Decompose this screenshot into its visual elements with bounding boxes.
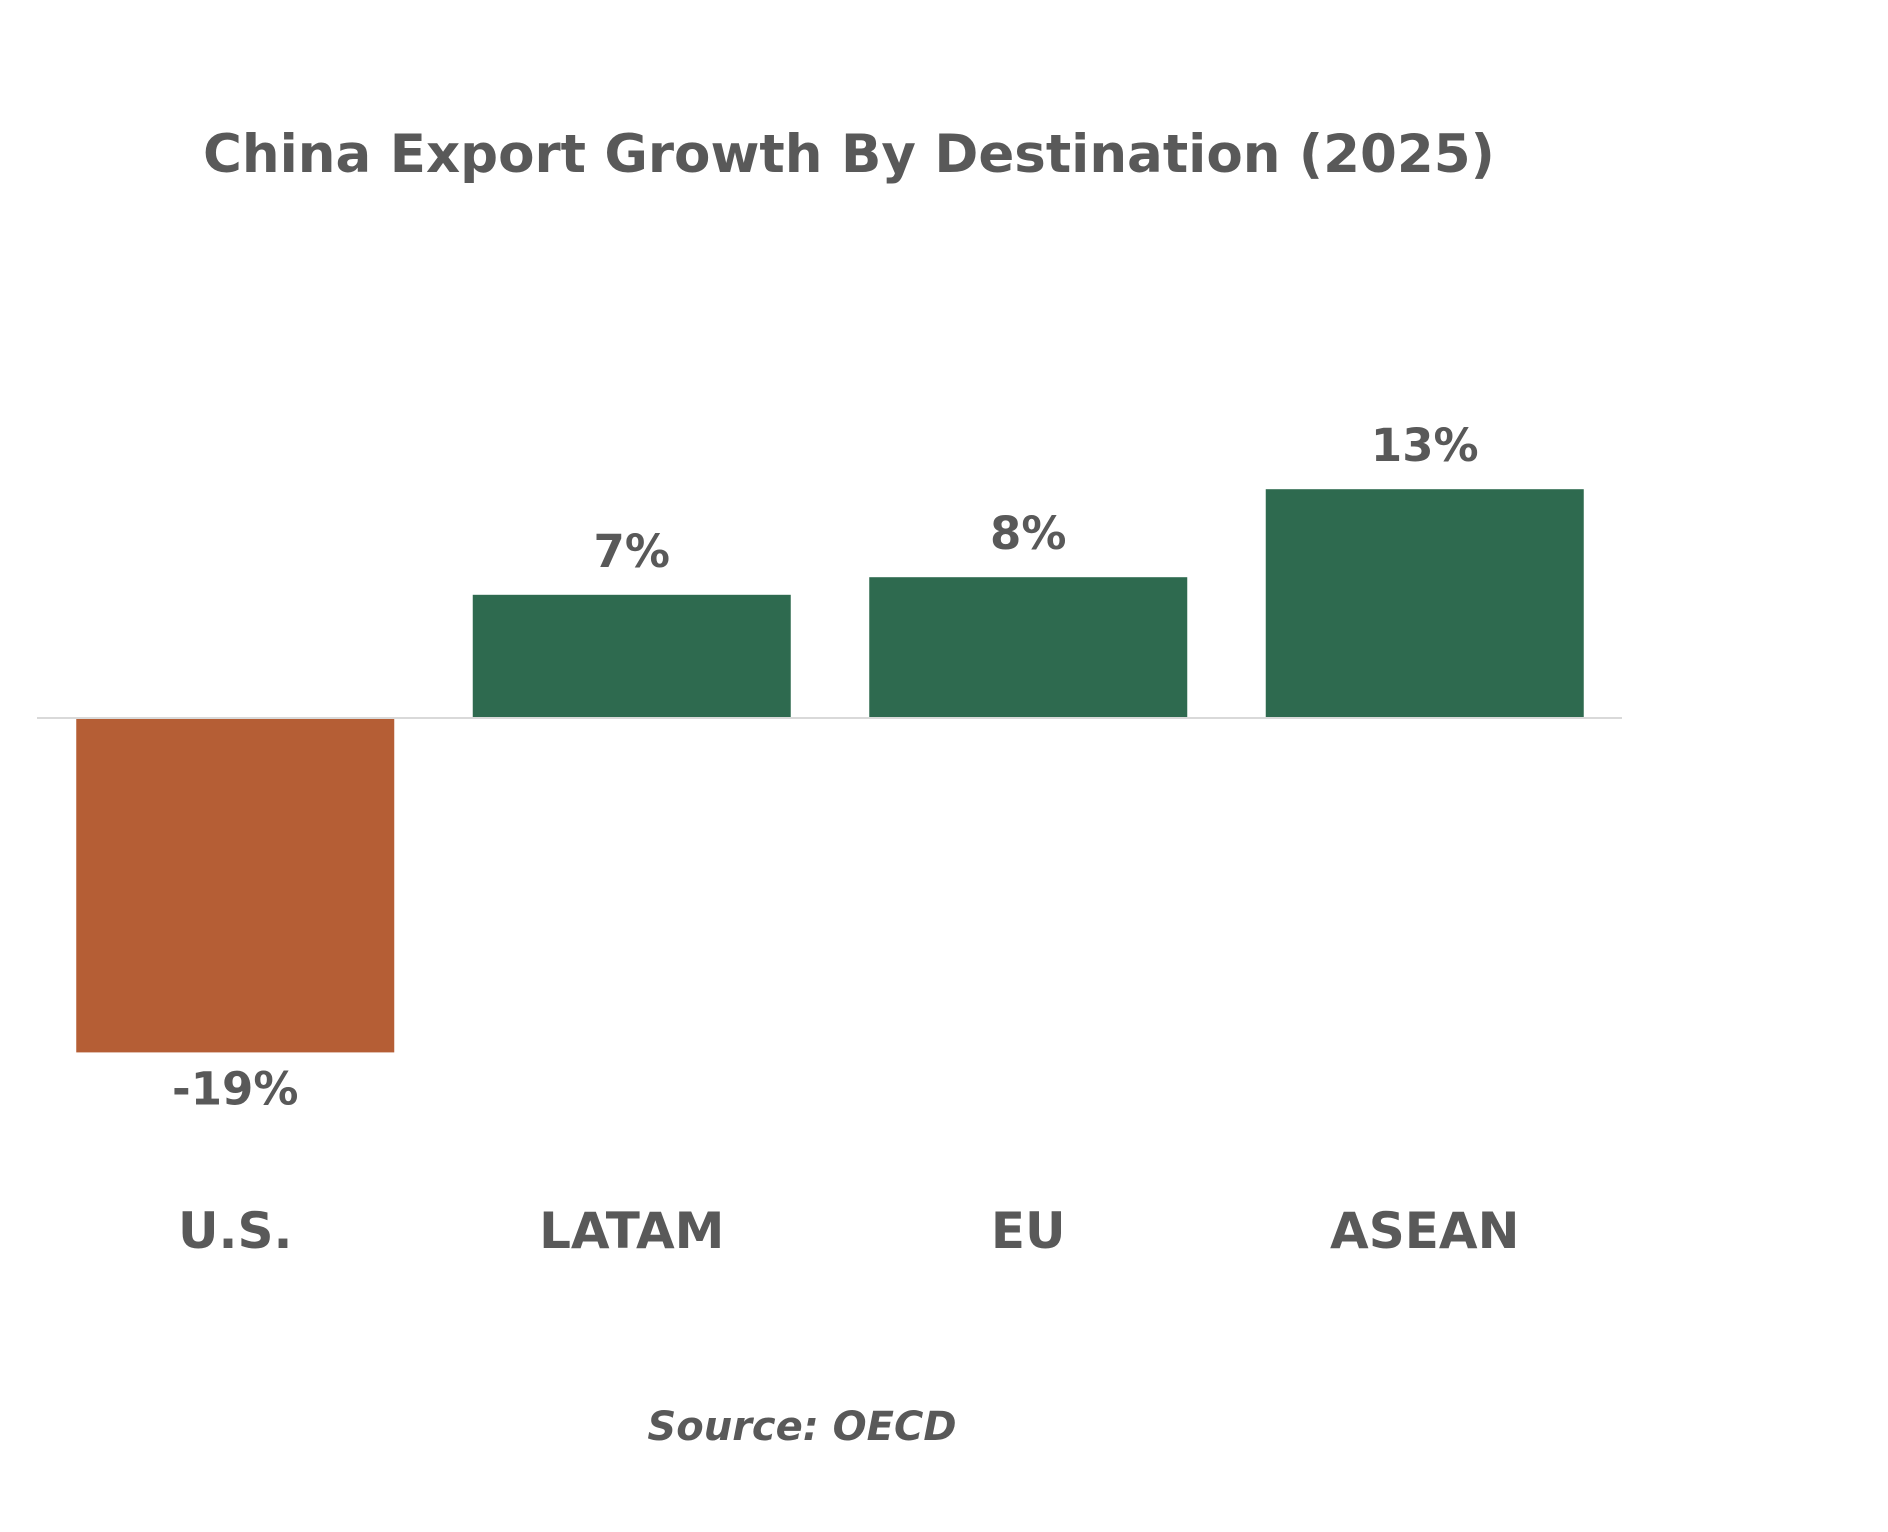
labels-layer: -19% U.S. 7% LATAM 8% EU 13% ASEAN	[172, 419, 1519, 1260]
category-label-latam: LATAM	[539, 1202, 724, 1260]
chart-title: China Export Growth By Destination (2025…	[203, 124, 1495, 185]
value-label-asean: 13%	[1371, 419, 1479, 472]
value-label-eu: 8%	[990, 507, 1066, 560]
bar-latam	[472, 594, 791, 718]
source-note: Source: OECD	[647, 1404, 956, 1450]
bars-layer	[76, 489, 1584, 1053]
category-label-eu: EU	[991, 1202, 1066, 1260]
category-label-asean: ASEAN	[1330, 1202, 1519, 1260]
value-label-latam: 7%	[594, 525, 670, 578]
category-label-u-s: U.S.	[178, 1202, 293, 1260]
bar-u-s	[76, 718, 395, 1053]
bar-asean	[1265, 489, 1584, 718]
value-label-u-s: -19%	[172, 1062, 298, 1115]
bar-eu	[869, 577, 1188, 718]
